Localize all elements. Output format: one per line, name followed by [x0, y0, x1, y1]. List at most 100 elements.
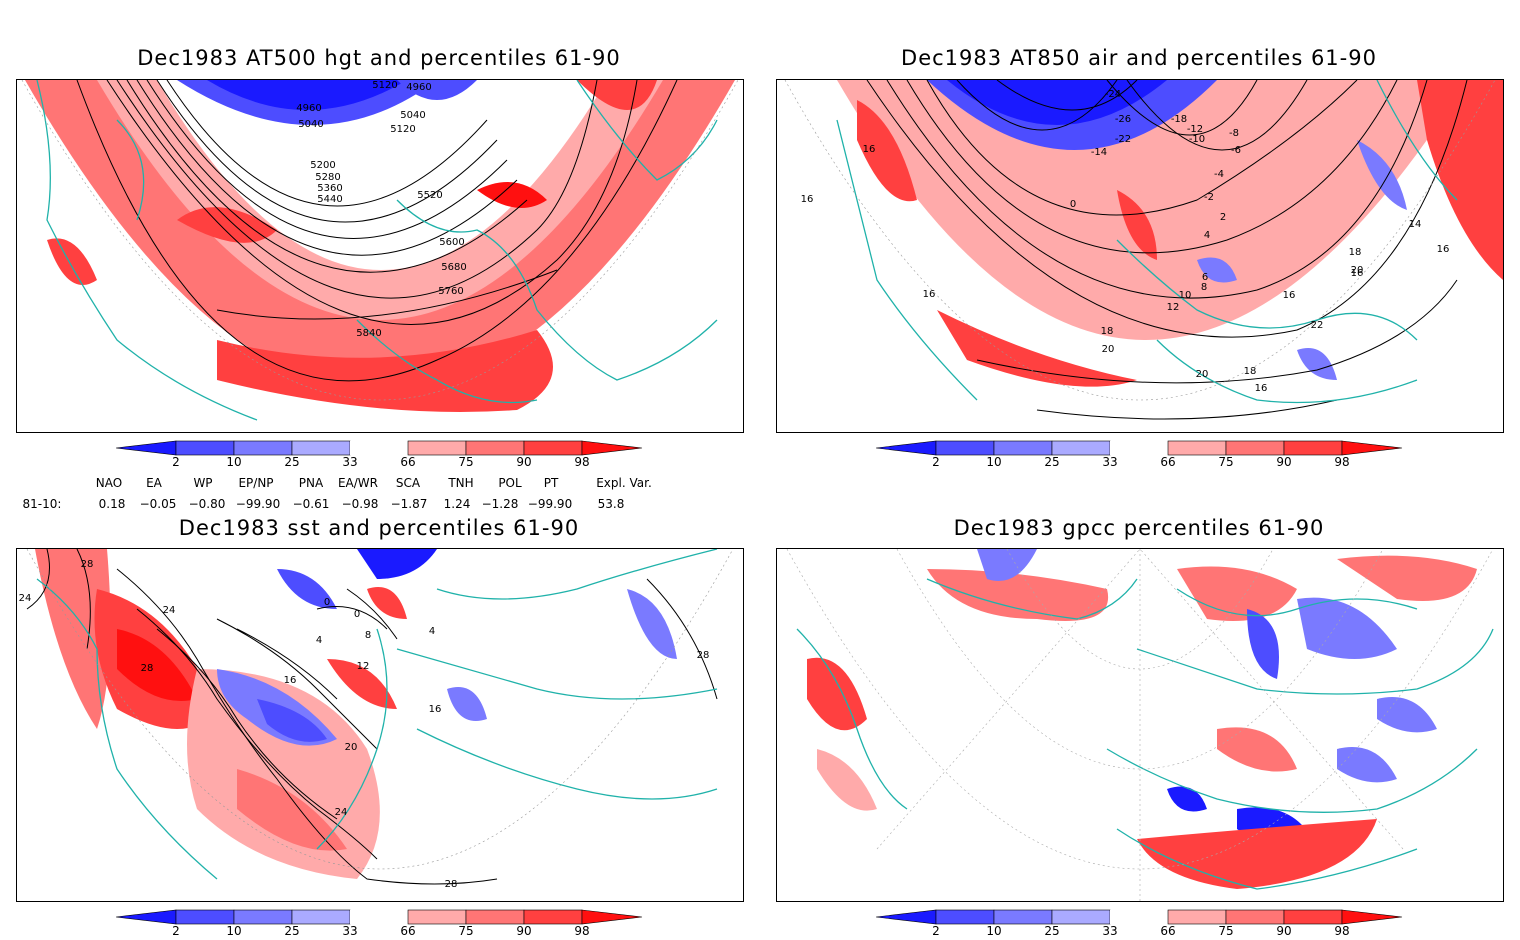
index-value: −0.61: [292, 497, 330, 511]
contour-label: 4: [1204, 230, 1210, 241]
contour-label: 20: [1102, 344, 1115, 355]
contour-label: 5440: [317, 194, 342, 205]
colorbar-segment: [175, 909, 235, 925]
colorbar-segment: [935, 909, 995, 925]
colorbar-label: 66: [400, 455, 416, 469]
index-header: PT: [543, 476, 559, 490]
map-air850-svg: -24 -26 -22 -18 -14 -12 -10 -8 -6 -4 -2 …: [784, 80, 1503, 420]
colorbar-segment: [233, 909, 293, 925]
contour-label: 18: [1101, 326, 1114, 337]
colorbar-label: 10: [226, 924, 242, 938]
contour-label: -8: [1229, 128, 1239, 139]
contour-label: 16: [863, 144, 876, 155]
index-header: NAO: [95, 476, 123, 490]
contour-label: 0: [354, 609, 360, 620]
colorbar-segment: [1283, 909, 1343, 925]
colorbar-label: 25: [284, 924, 300, 938]
index-headers: NAO EA WP EP/NP PNA EA/WR SCA TNH POL PT…: [0, 476, 760, 492]
colorbar-label: 90: [516, 455, 532, 469]
colorbar-segment: [1167, 440, 1227, 456]
index-value: −0.80: [188, 497, 226, 511]
colorbar-label: 10: [226, 455, 242, 469]
contour-label: 8: [1201, 282, 1207, 293]
contour-label: 16: [1437, 244, 1450, 255]
contour-label: -24: [1105, 89, 1121, 100]
colorbar-label: 10: [986, 455, 1002, 469]
colorbar-segment: [523, 440, 583, 456]
colorbar-label: 66: [1160, 455, 1176, 469]
index-values: 81-10: 0.18 −0.05 −0.80 −99.90 −0.61 −0.…: [0, 497, 760, 513]
colorbar-label: 33: [1102, 924, 1118, 938]
colorbar-segment: [875, 909, 937, 925]
colorbar-segment: [407, 440, 467, 456]
colorbar-label: 90: [1276, 924, 1292, 938]
colorbar-bottom-left: 2 10 25 33 66 75 90 98: [115, 909, 646, 939]
contour-label: -2: [1204, 192, 1214, 203]
contour-label: 16: [1351, 268, 1364, 279]
index-value: 0.18: [98, 497, 126, 511]
index-header: EA/WR: [337, 476, 379, 490]
contour-label: 4: [429, 626, 435, 637]
contour-label: 5040: [400, 110, 425, 121]
colorbar-segment: [993, 440, 1053, 456]
colorbar-segment: [1110, 910, 1168, 924]
index-header: SCA: [395, 476, 421, 490]
index-value: 1.24: [443, 497, 471, 511]
colorbar-label: 33: [1102, 455, 1118, 469]
colorbar-label: 75: [1218, 455, 1234, 469]
contour-label: 6: [1202, 272, 1208, 283]
index-header: POL: [498, 476, 522, 490]
index-value: −0.05: [139, 497, 177, 511]
colorbar-segment: [1110, 441, 1168, 455]
colorbar-segment: [465, 440, 525, 456]
contour-label: 16: [801, 194, 814, 205]
colorbar-label: 33: [342, 455, 358, 469]
colorbar-label: 2: [172, 924, 180, 938]
colorbar-segment: [291, 440, 351, 456]
colorbar-label: 75: [1218, 924, 1234, 938]
contour-label: 28: [81, 559, 94, 570]
contour-label: 12: [1167, 302, 1180, 313]
colorbar-label: 2: [932, 924, 940, 938]
colorbar-label: 90: [516, 924, 532, 938]
colorbar-segment: [175, 440, 235, 456]
colorbar-segment: [1225, 440, 1285, 456]
panel-title-sst: Dec1983 sst and percentiles 61-90: [178, 516, 580, 540]
index-header: WP: [193, 476, 213, 490]
contour-label: 28: [697, 650, 710, 661]
colorbar-segment: [1051, 440, 1111, 456]
colorbar-segment: [523, 909, 583, 925]
contour-label: 20: [1196, 369, 1209, 380]
index-row-label: 81-10:: [22, 497, 62, 511]
colorbar-label: 75: [458, 924, 474, 938]
contour-label: 4: [316, 635, 322, 646]
colorbar-svg: [115, 909, 643, 925]
contour-label: 0: [324, 597, 330, 608]
contour-label: 5120: [390, 124, 415, 135]
colorbar-label: 98: [574, 924, 590, 938]
index-value: −1.28: [481, 497, 519, 511]
contour-label: -14: [1091, 147, 1107, 158]
contour-label: 20: [1351, 265, 1364, 276]
colorbar-label: 25: [284, 455, 300, 469]
colorbar-segment: [1341, 909, 1403, 925]
contour-label: 5680: [441, 262, 466, 273]
contour-label: -6: [1231, 145, 1241, 156]
contour-label: 5840: [356, 328, 381, 339]
contour-label: 16: [1255, 383, 1268, 394]
contour-label: 5280: [315, 172, 340, 183]
map-hgt500-svg: 5120 4960 5040 4960 5040 5120 5200 5280 …: [17, 80, 743, 432]
colorbar-segment: [1051, 909, 1111, 925]
index-header: EP/NP: [238, 476, 274, 490]
colorbar-label: 98: [574, 455, 590, 469]
contour-label: 24: [19, 593, 32, 604]
colorbar-segment: [350, 910, 408, 924]
contour-label: 5040: [298, 119, 323, 130]
contour-label: 16: [284, 675, 297, 686]
index-header: EA: [146, 476, 162, 490]
index-value: 53.8: [597, 497, 625, 511]
index-value: −99.90: [235, 497, 281, 511]
colorbar-label: 66: [400, 924, 416, 938]
contour-label: 16: [923, 289, 936, 300]
colorbar-segment: [935, 440, 995, 456]
